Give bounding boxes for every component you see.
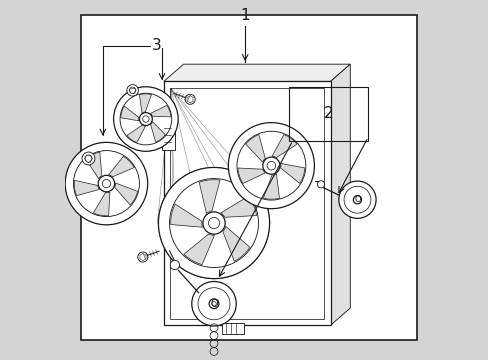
Circle shape (126, 85, 138, 96)
Circle shape (82, 152, 95, 165)
Circle shape (185, 94, 195, 104)
Circle shape (158, 167, 269, 279)
Circle shape (262, 157, 280, 174)
Circle shape (209, 299, 219, 309)
Circle shape (191, 282, 236, 326)
Circle shape (65, 142, 147, 225)
Polygon shape (238, 168, 265, 184)
Circle shape (98, 175, 115, 192)
Polygon shape (245, 135, 265, 162)
Polygon shape (93, 192, 110, 216)
Polygon shape (121, 106, 139, 121)
Polygon shape (263, 174, 279, 199)
Polygon shape (150, 105, 171, 117)
Polygon shape (183, 234, 214, 265)
Polygon shape (74, 180, 99, 195)
Polygon shape (170, 204, 202, 227)
Circle shape (113, 87, 178, 151)
Circle shape (266, 161, 275, 170)
Polygon shape (126, 125, 145, 143)
Circle shape (228, 123, 314, 209)
Polygon shape (150, 122, 165, 142)
Circle shape (138, 252, 147, 262)
Circle shape (317, 181, 324, 188)
Circle shape (102, 180, 110, 188)
Bar (163, 81, 330, 325)
Text: O: O (210, 299, 217, 309)
Circle shape (208, 217, 219, 229)
Polygon shape (85, 152, 102, 179)
Circle shape (211, 301, 216, 306)
Text: 3: 3 (151, 38, 161, 53)
Circle shape (142, 116, 149, 122)
Bar (170, 88, 324, 319)
Polygon shape (115, 183, 137, 205)
Polygon shape (280, 163, 304, 184)
Text: O: O (353, 195, 360, 204)
Circle shape (338, 181, 375, 219)
Polygon shape (223, 226, 249, 261)
Circle shape (129, 87, 136, 94)
Bar (222, 323, 243, 334)
Polygon shape (199, 180, 220, 213)
Polygon shape (330, 64, 349, 325)
Circle shape (170, 260, 179, 270)
Polygon shape (163, 64, 349, 81)
Polygon shape (108, 156, 134, 177)
Bar (289, 87, 367, 140)
Circle shape (85, 155, 92, 162)
Circle shape (139, 113, 152, 126)
Polygon shape (221, 196, 256, 217)
Polygon shape (139, 94, 151, 113)
Text: 1: 1 (240, 8, 249, 23)
Circle shape (203, 212, 224, 234)
Polygon shape (271, 135, 297, 158)
Text: 2: 2 (323, 106, 333, 121)
Circle shape (353, 195, 361, 204)
Bar (162, 121, 174, 150)
